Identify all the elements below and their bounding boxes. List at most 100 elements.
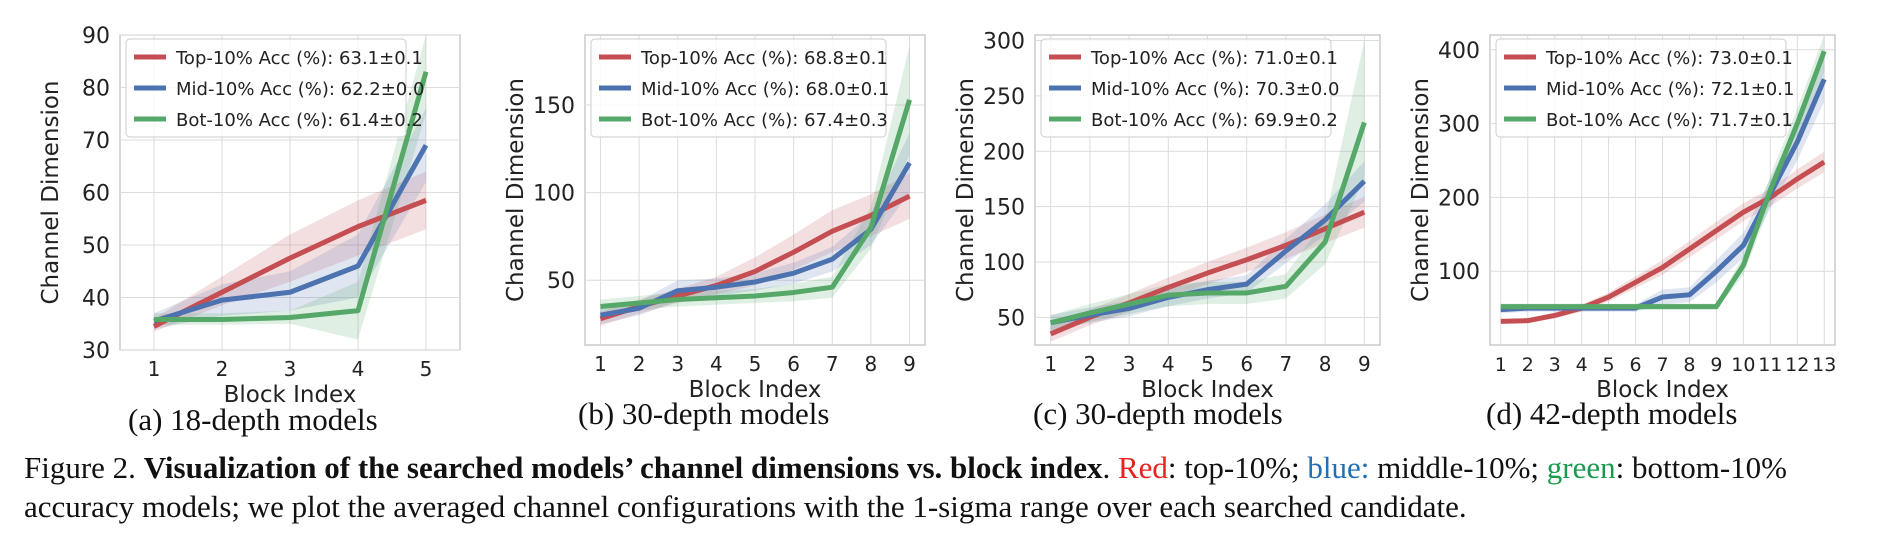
subcaption-b: (b) 30-depth models [578,396,830,431]
y-tick-label: 200 [983,140,1025,165]
legend-box [1495,38,1787,138]
y-tick-label: 100 [1438,260,1480,285]
x-axis-label: Block Index [1596,377,1729,403]
legend-label-bot: Bot-10% Acc (%): 67.4±0.3 [641,110,888,131]
chart-panel-c: 1 2 3 4 5 6 7 8 9 50 100 150 200 250 300 Block Index Cha… [910,0,1385,440]
x-axis-label: Block Index [689,377,822,403]
y-axis-label: Channel Dimension [38,81,64,305]
subcaption-c: (c) 30-depth models [1033,396,1283,431]
x-tick-label: 7 [826,352,839,376]
x-axis-label: Block Index [224,382,357,408]
legend-label-top: Top-10% Acc (%): 68.8±0.1 [640,48,888,69]
caption-after-green: : bottom-10% accuracy models; we plot th… [24,450,1787,524]
x-axis-label: Block Index [1141,377,1274,403]
x-tick-label: 2 [633,352,646,376]
y-tick-label: 70 [82,129,110,154]
x-tick-label: 7 [1280,352,1293,376]
legend-label-bot: Bot-10% Acc (%): 71.7±0.1 [1546,110,1793,131]
legend-box [590,38,887,138]
x-tick-label: 5 [420,357,433,381]
y-tick-label: 80 [82,77,110,102]
x-tick-label: 9 [1710,354,1722,376]
caption-after-blue: middle-10%; [1369,450,1547,485]
chart-svg-b: 1 2 3 4 5 6 7 8 9 50 100 150 Block Index Channel Dime… [503,34,926,403]
series-band-top [600,173,910,326]
legend-label-mid: Mid-10% Acc (%): 70.3±0.0 [1091,79,1339,100]
caption-after-red: : top-10%; [1167,450,1308,485]
caption-red-word: Red [1117,450,1168,485]
x-tick-label: 3 [284,357,297,381]
y-tick-label: 150 [983,196,1025,221]
x-tick-label: 9 [1358,352,1371,376]
series-line-bot [154,71,429,323]
x-tick-label: 2 [216,357,229,381]
x-tick-label: 4 [1162,352,1175,376]
figure-caption: Figure 2. Visualization of the searched … [24,448,1880,526]
y-tick-label: 40 [82,287,110,312]
x-tick-label: 1 [1495,354,1507,376]
x-tick-label: 4 [1576,354,1588,376]
y-tick-label: 60 [82,182,110,207]
y-tick-label: 200 [1438,186,1480,211]
y-tick-label: 50 [997,306,1025,331]
legend-label-bot: Bot-10% Acc (%): 61.4±0.2 [176,110,423,131]
series-band-mid [1500,57,1825,314]
subcaption-a: (a) 18-depth models [128,402,378,437]
caption-prefix: Figure 2. [24,450,144,485]
y-tick-label: 50 [547,269,575,294]
x-tick-label: 2 [1522,354,1534,376]
x-tick-label: 5 [749,352,762,376]
x-tick-label: 13 [1812,354,1836,376]
x-tick-label: 2 [1084,352,1097,376]
series-line-bot [1500,50,1827,310]
legend-label-mid: Mid-10% Acc (%): 68.0±0.1 [641,79,889,100]
x-tick-label: 6 [787,352,800,376]
x-tick-label: 8 [1683,354,1695,376]
y-tick-label: 50 [82,234,110,259]
x-tick-label: 1 [594,352,607,376]
caption-blue-word: blue: [1307,450,1370,485]
caption-after-bold: . [1102,450,1118,485]
series-line-mid [1050,179,1367,326]
x-tick-label: 1 [1044,352,1057,376]
series-line-bot [1050,121,1367,326]
y-axis-label: Channel Dimension [1408,78,1434,302]
legend-label-top: Top-10% Acc (%): 71.0±0.1 [1090,48,1338,69]
y-tick-label: 300 [1438,113,1480,138]
x-tick-label: 8 [865,352,878,376]
chart-svg-a: 1 2 3 4 5 30 40 50 60 70 80 90 Block Index Channel Di… [38,24,461,408]
x-tick-label: 5 [1201,352,1214,376]
x-tick-label: 6 [1630,354,1642,376]
subcaption-d: (d) 42-depth models [1486,396,1738,431]
legend-label-mid: Mid-10% Acc (%): 62.2±0.0 [176,79,424,100]
legend-label-top: Top-10% Acc (%): 63.1±0.1 [175,48,423,69]
legend-box [1040,38,1332,138]
chart-panel-a: 1 2 3 4 5 30 40 50 60 70 80 90 Block Index Channel Di… [0,0,461,440]
legend-label-bot: Bot-10% Acc (%): 69.9±0.2 [1091,110,1338,131]
y-tick-label: 300 [983,30,1025,55]
legend-label-top: Top-10% Acc (%): 73.0±0.1 [1545,48,1793,69]
x-tick-label: 5 [1603,354,1615,376]
x-tick-label: 8 [1319,352,1332,376]
x-tick-label: 3 [1123,352,1136,376]
legend-label-mid: Mid-10% Acc (%): 72.1±0.1 [1546,79,1794,100]
chart-svg-c: 1 2 3 4 5 6 7 8 9 50 100 150 200 250 300 Block Index Cha… [953,30,1381,403]
y-tick-label: 90 [82,24,110,49]
x-tick-label: 9 [903,352,916,376]
x-tick-label: 1 [148,357,161,381]
series-line-bot [600,99,912,309]
x-tick-label: 4 [352,357,365,381]
y-tick-label: 30 [82,339,110,364]
y-axis-label: Channel Dimension [503,78,529,302]
y-tick-label: 250 [983,85,1025,110]
x-tick-label: 12 [1785,354,1809,376]
y-axis-label: Channel Dimension [953,78,979,302]
x-tick-label: 4 [710,352,723,376]
chart-panel-d: 1 2 3 4 5 6 7 8 9 10 11 12 13 100 200 300 400 Block Index… [1365,0,1840,440]
caption-green-word: green [1546,450,1616,485]
chart-panel-b: 1 2 3 4 5 6 7 8 9 50 100 150 Block Index Channel Dime… [455,0,930,440]
series-band-mid [154,108,426,329]
y-tick-label: 400 [1438,39,1480,64]
caption-bold-title: Visualization of the searched models’ ch… [143,450,1103,485]
